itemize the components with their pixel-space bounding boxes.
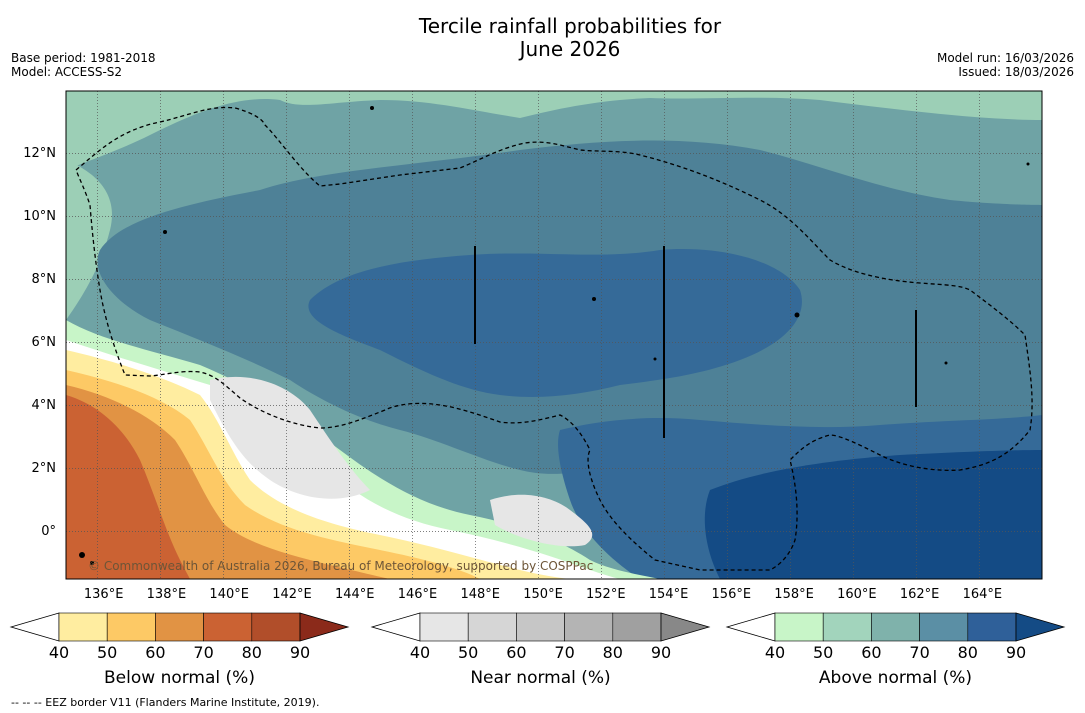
colorbar-tick-label: 50 bbox=[458, 643, 479, 662]
y-tick-label: 4°N bbox=[31, 397, 57, 413]
island-markers bbox=[474, 246, 917, 438]
region-near-40-50-b bbox=[490, 494, 593, 547]
colorbar-segment bbox=[871, 612, 920, 642]
colorbar-tick-label: 60 bbox=[861, 643, 882, 662]
y-tick-label: 8°N bbox=[31, 271, 57, 287]
base-period: Base period: 1981-2018 bbox=[11, 51, 156, 65]
grid-lines bbox=[66, 91, 1042, 579]
issued-date: Issued: 18/03/2026 bbox=[958, 65, 1074, 79]
region-above-70-80-core bbox=[308, 249, 802, 397]
y-tick-label: 0° bbox=[41, 523, 56, 539]
colorbar-segment bbox=[822, 612, 872, 642]
x-tick-label: 164°E bbox=[962, 587, 1003, 602]
region-above-50-60-west bbox=[66, 160, 112, 320]
colorbar-under-triangle bbox=[9, 612, 60, 642]
x-tick-label: 142°E bbox=[272, 587, 312, 602]
colorbar-segment bbox=[106, 612, 156, 642]
colorbar-tick-label: 80 bbox=[957, 643, 978, 662]
colorbar-segment bbox=[564, 612, 614, 642]
x-tick-label: 152°E bbox=[586, 587, 626, 602]
colorbar-segment bbox=[516, 612, 565, 642]
colorbar-over-triangle bbox=[660, 612, 711, 642]
x-tick-label: 144°E bbox=[334, 587, 375, 602]
x-tick-label: 156°E bbox=[711, 587, 752, 602]
colorbar-3 bbox=[725, 612, 1066, 642]
eez-borders bbox=[75, 106, 1033, 571]
x-tick-label: 160°E bbox=[837, 587, 877, 602]
x-tick-label: 158°E bbox=[774, 587, 814, 602]
chart-title-line2: June 2026 bbox=[519, 37, 621, 61]
x-tick-label: 146°E bbox=[397, 587, 438, 602]
model-run: Model run: 16/03/2026 bbox=[936, 51, 1074, 65]
colorbar-over-triangle bbox=[1015, 612, 1066, 642]
colorbar-1 bbox=[9, 612, 350, 642]
x-tick-label: 148°E bbox=[460, 587, 501, 602]
colorbar-segment bbox=[419, 612, 469, 642]
colorbar-tick-label: 90 bbox=[289, 643, 311, 662]
colorbar-segment bbox=[919, 612, 969, 642]
colorbar-tick-label: 50 bbox=[813, 643, 834, 662]
chart-title-line1: Tercile rainfall probabilities for bbox=[418, 14, 722, 38]
copyright-note: © Commonwealth of Australia 2026, Bureau… bbox=[88, 559, 594, 573]
x-tick-label: 162°E bbox=[899, 587, 940, 602]
model-name: Model: ACCESS-S2 bbox=[11, 65, 123, 79]
colorbar-tick-label: 40 bbox=[48, 643, 70, 662]
colorbar-tick-label: 70 bbox=[193, 643, 214, 662]
x-tick-label: 136°E bbox=[83, 587, 124, 602]
colorbar-segment bbox=[612, 612, 662, 642]
colorbar-tick-label: 80 bbox=[241, 643, 262, 662]
colorbar-tick-label: 50 bbox=[97, 643, 118, 662]
colorbar-tick-label: 60 bbox=[145, 643, 166, 662]
colorbar-under-triangle bbox=[370, 612, 421, 642]
colorbar-tick-label: 70 bbox=[554, 643, 575, 662]
colorbar-tick-label: 80 bbox=[602, 643, 623, 662]
colorbar-title: Above normal (%) bbox=[818, 668, 973, 688]
map-area bbox=[66, 91, 1042, 579]
map-frame bbox=[65, 90, 1043, 580]
region-below-70-80 bbox=[66, 395, 190, 579]
colorbar-tick-label: 90 bbox=[1005, 643, 1027, 662]
colorbar-2 bbox=[370, 612, 711, 642]
y-tick-label: 6°N bbox=[31, 334, 57, 350]
y-tick-label: 12°N bbox=[23, 145, 56, 161]
colorbar-tick-label: 40 bbox=[764, 643, 786, 662]
colorbar-under-triangle bbox=[725, 612, 776, 642]
x-tick-label: 138°E bbox=[146, 587, 187, 602]
colorbar-tick-label: 70 bbox=[909, 643, 930, 662]
region-above-50-60-north bbox=[66, 91, 1042, 170]
colorbar-segment bbox=[58, 612, 108, 642]
colorbar-tick-label: 60 bbox=[506, 643, 527, 662]
colorbar-segment bbox=[203, 612, 253, 642]
y-tick-label: 10°N bbox=[23, 208, 56, 224]
colorbar-tick-label: 40 bbox=[409, 643, 431, 662]
colorbar-title: Below normal (%) bbox=[104, 668, 255, 688]
colorbar-segment bbox=[251, 612, 301, 642]
x-tick-label: 140°E bbox=[209, 587, 249, 602]
colorbar-title: Near normal (%) bbox=[470, 668, 611, 688]
region-above-80-90 bbox=[704, 450, 1042, 579]
colorbar-segment bbox=[467, 612, 517, 642]
eez-footnote: -- -- -- EEZ border V11 (Flanders Marine… bbox=[11, 696, 320, 709]
y-tick-label: 2°N bbox=[31, 460, 57, 476]
colorbar-segment bbox=[967, 612, 1017, 642]
colorbar-segment bbox=[774, 612, 824, 642]
x-tick-label: 150°E bbox=[523, 587, 563, 602]
colorbar-tick-label: 90 bbox=[650, 643, 672, 662]
colorbar-segment bbox=[155, 612, 204, 642]
colorbar-over-triangle bbox=[299, 612, 350, 642]
islands bbox=[79, 106, 1030, 565]
x-tick-label: 154°E bbox=[648, 587, 689, 602]
